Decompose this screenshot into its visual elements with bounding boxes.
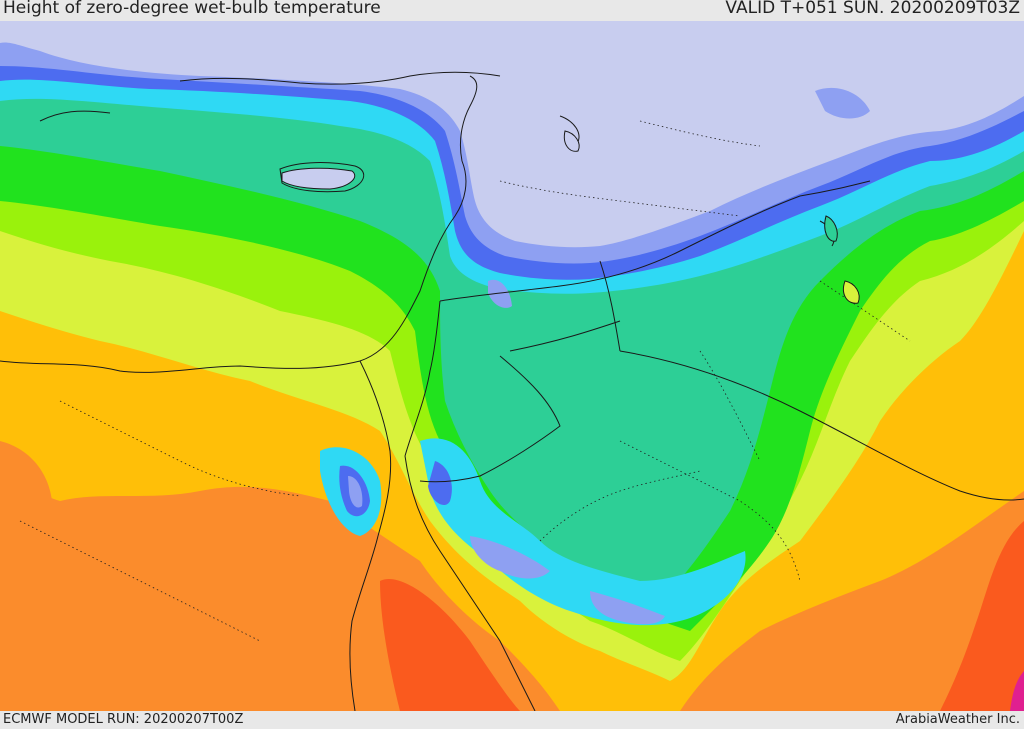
red-patch-egypt — [380, 579, 520, 711]
map-footer: ECMWF MODEL RUN: 20200207T00Z ArabiaWeat… — [0, 711, 1024, 729]
credit: ArabiaWeather Inc. — [895, 712, 1020, 727]
map-title: Height of zero-degree wet-bulb temperatu… — [3, 0, 381, 18]
band-magenta — [1010, 671, 1024, 711]
cold-blob-3 — [470, 536, 550, 579]
cold-blob-1 — [420, 438, 746, 626]
cold-blob-8 — [488, 279, 512, 308]
lake-3 — [843, 280, 860, 304]
cold-blob-4 — [590, 591, 665, 625]
country-borders — [419, 180, 1024, 501]
model-run: ECMWF MODEL RUN: 20200207T00Z — [3, 712, 244, 727]
cold-blob-7 — [348, 476, 363, 508]
province-borders — [19, 120, 911, 642]
cold-blob-2 — [428, 461, 452, 506]
coastlines — [0, 71, 835, 711]
cold-blob-9 — [815, 87, 870, 119]
lake-2 — [824, 215, 838, 242]
island-cyprus — [281, 167, 356, 190]
weather-map[interactable] — [0, 21, 1024, 711]
lake-1 — [563, 130, 580, 152]
valid-time: VALID T+051 SUN. 20200209T03Z — [725, 0, 1020, 18]
orange-patch-west — [0, 441, 53, 581]
band-cold — [0, 21, 1024, 248]
map-header: Height of zero-degree wet-bulb temperatu… — [0, 0, 1024, 21]
band-red — [940, 521, 1024, 711]
